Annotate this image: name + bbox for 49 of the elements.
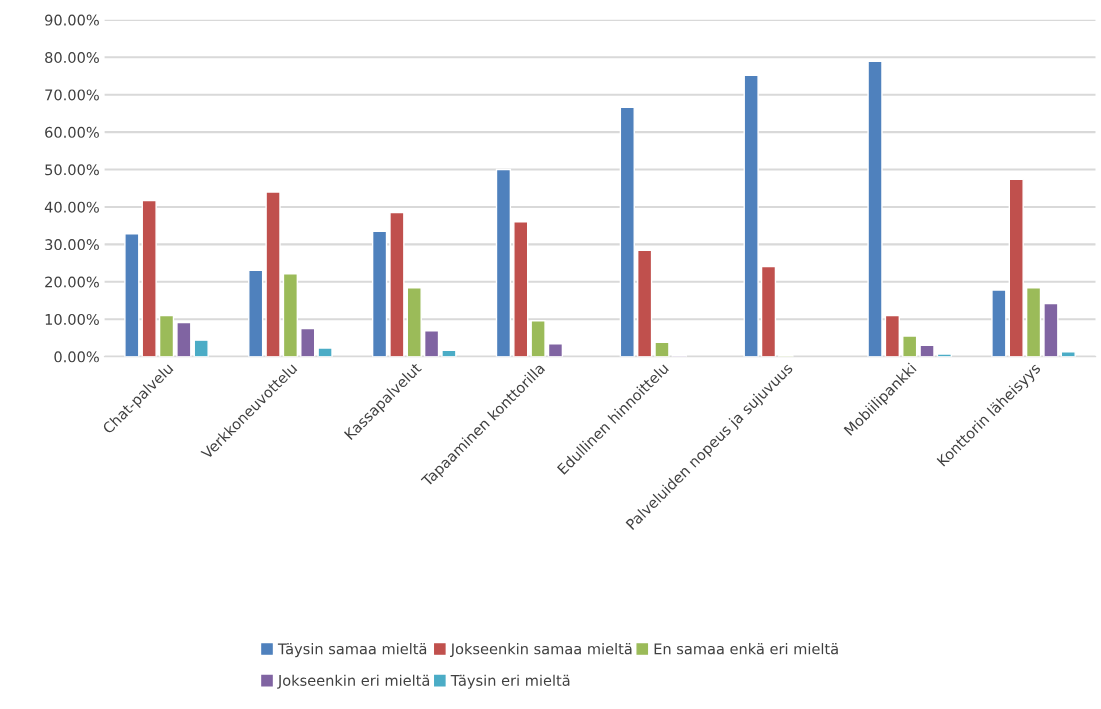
bar	[317, 347, 333, 357]
legend-label: Täysin samaa mieltä	[277, 643, 427, 658]
bar	[124, 233, 140, 357]
bar	[936, 353, 953, 357]
bar	[530, 320, 546, 357]
y-tick-label: 0.00%	[54, 351, 99, 363]
bar	[265, 191, 281, 357]
y-tick-label: 70.00%	[45, 89, 99, 101]
bar	[441, 349, 457, 357]
bar	[1043, 302, 1059, 357]
bar	[991, 289, 1007, 357]
bar	[371, 230, 388, 357]
bar	[1060, 351, 1076, 357]
y-tick-label: 20.00%	[45, 276, 99, 288]
bar	[743, 74, 759, 357]
bar	[1008, 178, 1024, 357]
bar	[193, 339, 209, 357]
y-tick-label: 60.00%	[45, 126, 99, 138]
bar	[619, 106, 635, 357]
bar	[141, 199, 157, 357]
bar	[637, 249, 653, 357]
legend-label: Jokseenkin eri mieltä	[277, 674, 430, 689]
legend-label: Täysin eri mieltä	[450, 674, 570, 689]
bar	[406, 287, 422, 357]
bar	[248, 269, 264, 357]
y-tick-label: 10.00%	[45, 313, 99, 325]
legend-label: Jokseenkin samaa mieltä	[450, 643, 632, 658]
bar	[760, 265, 777, 357]
y-tick-label: 50.00%	[45, 164, 99, 176]
bar	[282, 273, 299, 357]
bar	[176, 321, 192, 357]
bar	[300, 327, 316, 357]
y-tick-label: 80.00%	[45, 51, 99, 64]
y-tick-label: 90.00%	[45, 14, 99, 26]
bar	[902, 335, 918, 357]
y-tick-label: 40.00%	[44, 201, 99, 213]
bar	[1025, 287, 1042, 357]
bar	[547, 343, 564, 357]
bar	[654, 341, 670, 357]
bar	[389, 211, 405, 357]
bar	[423, 330, 440, 357]
y-tick-label: 30.00%	[45, 239, 99, 251]
bar	[884, 314, 900, 357]
bar	[513, 221, 529, 357]
bar	[158, 314, 175, 357]
bar	[919, 344, 935, 357]
bar	[495, 168, 512, 357]
bar	[867, 60, 883, 357]
legend-label: En samaa enkä eri mieltä	[654, 643, 838, 655]
